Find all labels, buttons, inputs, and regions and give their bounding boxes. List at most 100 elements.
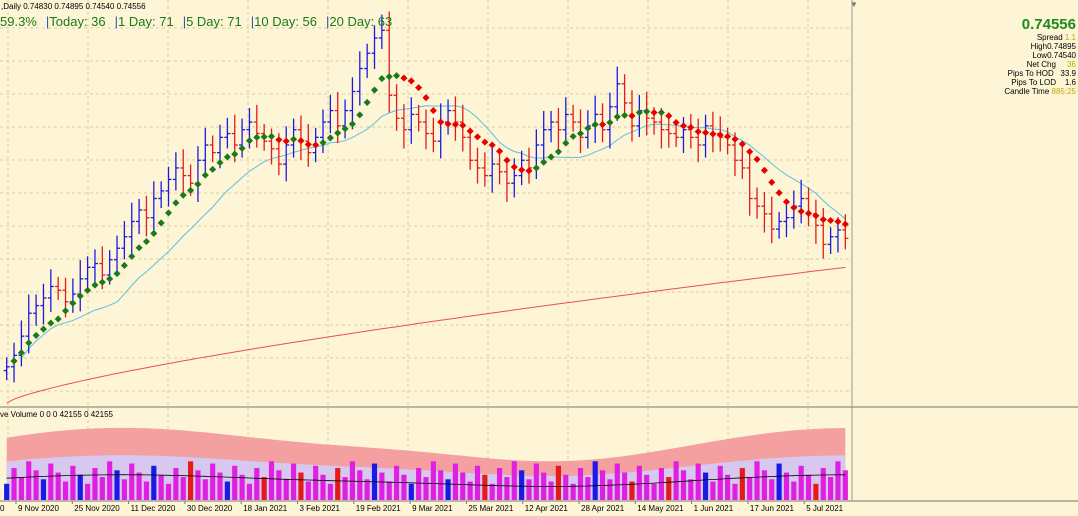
- stat-separator: |: [250, 14, 255, 29]
- colored-ma-dot: [481, 138, 489, 146]
- volume-bar: [438, 470, 444, 500]
- colored-ma-dot: [150, 229, 158, 237]
- colored-ma-dot: [679, 122, 688, 130]
- volume-bar: [467, 481, 473, 500]
- time-axis-label: 12 Apr 2021: [525, 504, 569, 513]
- colored-ma-dot: [775, 189, 783, 197]
- volume-bar: [92, 468, 98, 500]
- colored-ma-dot: [429, 107, 437, 115]
- volume-bar: [99, 477, 105, 500]
- stat-separator: |: [45, 14, 50, 29]
- volume-bar: [666, 477, 672, 500]
- colored-ma-dot: [179, 191, 187, 199]
- colored-ma-dot: [584, 124, 592, 132]
- volume-indicator-label: ve Volume 0 0 0 42155 0 42155: [0, 410, 113, 419]
- volume-bar: [224, 481, 230, 500]
- volume-bar: [702, 472, 709, 500]
- time-axis-label: 11 Dec 2020: [131, 504, 176, 513]
- info-value: 1.1: [1064, 33, 1076, 42]
- colored-ma-dot: [488, 141, 496, 149]
- colored-ma-dot: [510, 163, 518, 171]
- colored-ma-dot: [356, 111, 364, 119]
- scroll-arrow-icon[interactable]: ▼: [850, 0, 858, 9]
- volume-bar: [474, 465, 481, 500]
- volume-bar: [246, 483, 253, 500]
- colored-ma-dot: [819, 216, 827, 224]
- info-label: Candle Time: [1004, 87, 1050, 96]
- time-axis-label: 1 Jun 2021: [694, 504, 734, 513]
- time-axis-label: 25 Mar 2021: [468, 504, 513, 513]
- volume-bar: [254, 468, 260, 500]
- colored-ma-dot: [106, 275, 114, 283]
- colored-ma-dot: [797, 207, 805, 215]
- colored-ma-dot: [341, 125, 349, 133]
- volume-bar: [482, 474, 488, 500]
- volume-bar: [783, 472, 790, 500]
- volume-bar: [533, 463, 539, 500]
- colored-ma-dot: [194, 180, 202, 188]
- current-price: 0.74556: [1021, 16, 1076, 33]
- volume-bar: [688, 479, 694, 500]
- stat-percent: 59.3%: [0, 14, 37, 29]
- colored-ma-dot: [393, 72, 401, 80]
- info-row-candle-time: Candle Time 885:25: [1004, 87, 1076, 96]
- colored-ma-dot: [17, 349, 25, 357]
- colored-ma-dot: [216, 159, 224, 167]
- volume-bar: [416, 468, 422, 500]
- info-value: 1.6: [1064, 78, 1076, 87]
- colored-ma-dot: [400, 74, 408, 82]
- stat-10-day: 10 Day: 56: [254, 14, 317, 29]
- volume-bar: [820, 468, 826, 500]
- volume-bar: [335, 468, 341, 500]
- colored-ma-dot: [223, 153, 231, 161]
- volume-bar: [460, 472, 466, 500]
- volume-bar: [651, 483, 657, 500]
- volume-bar: [349, 461, 356, 500]
- colored-ma-dot: [503, 156, 511, 164]
- volume-bar: [585, 477, 591, 500]
- time-axis-label: 0: [0, 504, 5, 513]
- colored-ma-dot: [172, 199, 180, 207]
- info-row-pips-hod: Pips To HOD 33.9: [1004, 69, 1076, 78]
- stat-separator: |: [114, 14, 119, 29]
- colored-ma-dot: [841, 220, 849, 228]
- colored-ma-dot: [282, 137, 290, 145]
- colored-ma-dot: [613, 113, 621, 121]
- colored-ma-dot: [290, 135, 298, 143]
- info-label: Pips To HOD: [1007, 69, 1054, 78]
- colored-ma-dot: [135, 244, 143, 252]
- time-axis-label: 14 May 2021: [637, 504, 684, 513]
- colored-ma-dot: [569, 132, 577, 140]
- volume-bar: [195, 470, 201, 500]
- volume-bar: [70, 465, 76, 500]
- volume-bar: [526, 479, 532, 500]
- colored-ma-dot: [157, 219, 165, 227]
- colored-ma-dot: [267, 132, 276, 140]
- colored-ma-dot: [297, 137, 305, 145]
- stat-1-day: 1 Day: 71: [118, 14, 174, 29]
- colored-ma-dot: [731, 135, 739, 143]
- colored-ma-dot: [201, 171, 209, 179]
- volume-bar: [364, 479, 370, 500]
- colored-ma-dot: [834, 218, 842, 226]
- volume-bar: [268, 461, 275, 500]
- colored-ma-dot: [650, 108, 658, 117]
- colored-ma-dot: [518, 166, 526, 174]
- colored-ma-dot: [805, 209, 813, 217]
- time-axis-label: 3 Feb 2021: [300, 504, 341, 513]
- colored-ma-dot: [687, 123, 695, 131]
- volume-bar: [577, 468, 584, 500]
- volume-bar: [828, 477, 834, 500]
- colored-ma-dot: [10, 357, 18, 365]
- colored-ma-dot: [98, 278, 106, 286]
- colored-ma-dot: [562, 139, 570, 147]
- colored-ma-dot: [54, 315, 62, 323]
- colored-ma-dot: [716, 131, 724, 139]
- volume-bar: [136, 472, 142, 500]
- volume-bar: [401, 474, 407, 500]
- volume-bar: [636, 465, 642, 500]
- volume-bar: [622, 472, 628, 500]
- volume-bar: [320, 474, 326, 500]
